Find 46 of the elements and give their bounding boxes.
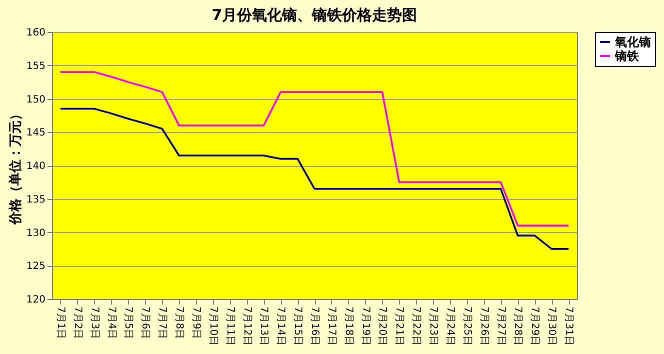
x-tick-label: 7月19日 — [360, 306, 371, 346]
x-tick-label: 7月23日 — [428, 306, 439, 346]
y-tick-label: 145 — [26, 128, 46, 139]
x-tick-label: 7月12日 — [241, 306, 252, 346]
x-tick-label: 7月14日 — [275, 306, 286, 346]
x-tick-label: 7月16日 — [309, 306, 320, 346]
x-tick-label: 7月1日 — [54, 306, 66, 340]
line-series — [60, 108, 570, 250]
x-tick-label: 7月17日 — [326, 306, 337, 346]
x-tick-label: 7月3日 — [88, 306, 100, 340]
x-tick-label: 7月28日 — [512, 306, 524, 346]
y-tick-label: 140 — [26, 161, 46, 172]
x-tick-label: 7月24日 — [444, 306, 456, 346]
x-tick-label: 7月5日 — [122, 306, 134, 340]
legend-label: 镝铁 — [614, 49, 640, 63]
x-tick-label: 7月2日 — [72, 306, 83, 340]
x-tick-label: 7月9日 — [190, 306, 202, 340]
x-tick-label: 7月8日 — [174, 306, 185, 340]
x-tick-label: 7月4日 — [106, 306, 117, 340]
x-tick-label: 7月26日 — [478, 306, 490, 346]
x-tick-label: 7月27日 — [495, 306, 506, 346]
x-tick-label: 7月13日 — [258, 306, 270, 346]
x-tick-label: 7月20日 — [376, 306, 388, 346]
y-tick-label: 155 — [26, 60, 46, 72]
x-tick-label: 7月30日 — [546, 306, 558, 346]
y-tick-label: 150 — [26, 94, 46, 106]
x-tick-label: 7月25日 — [461, 306, 472, 346]
legend-label: 氧化镝 — [614, 35, 651, 49]
x-tick-label: 7月7日 — [156, 306, 168, 340]
x-tick-label: 7月10日 — [207, 306, 218, 346]
y-tick-label: 160 — [26, 28, 46, 38]
x-tick-label: 7月21日 — [394, 306, 405, 346]
x-tick-label: 7月22日 — [410, 306, 422, 346]
y-tick-label: 120 — [26, 294, 46, 306]
x-tick-label: 7月29日 — [529, 306, 540, 346]
x-tick-label: 7月6日 — [140, 306, 151, 340]
y-axis-title: 价格（单位：万元） — [7, 108, 24, 226]
y-tick-label: 130 — [26, 228, 46, 239]
x-tick-label: 7月11日 — [224, 306, 236, 346]
line-series — [60, 71, 570, 226]
x-tick-label: 7月18日 — [342, 306, 354, 346]
y-tick-label: 125 — [26, 261, 46, 272]
x-tick-label: 7月31日 — [563, 306, 574, 346]
x-tick-label: 7月15日 — [292, 306, 304, 346]
y-tick-label: 135 — [26, 194, 46, 206]
chart-title: 7月份氧化镝、镝铁价格走势图 — [212, 6, 418, 24]
